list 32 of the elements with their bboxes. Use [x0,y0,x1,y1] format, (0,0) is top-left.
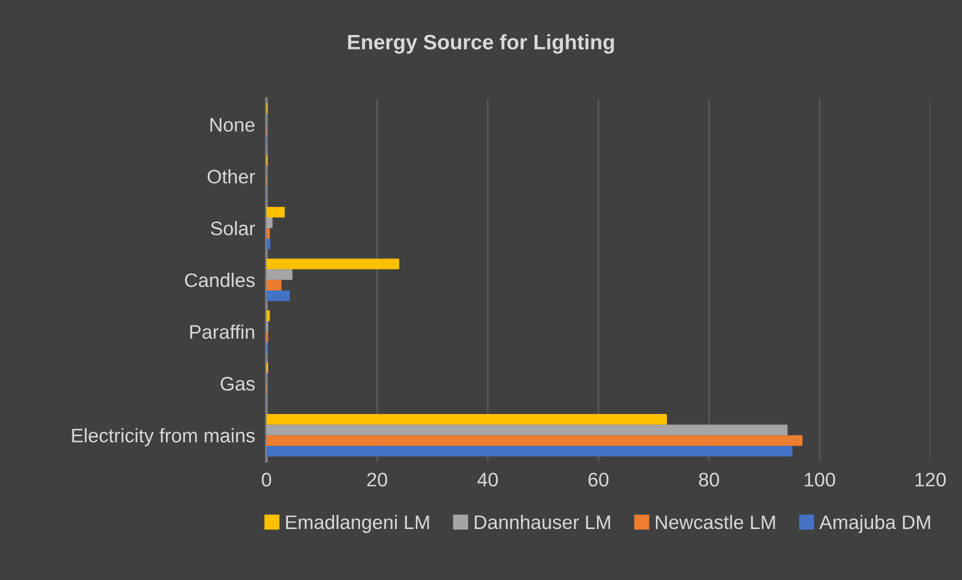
legend-label: Amajuba DM [819,514,930,533]
bar [266,217,273,228]
y-tick-label: Solar [210,221,256,236]
x-tick-label: 100 [804,472,836,486]
legend-label: Dannhauser LM [474,514,610,530]
bar [266,310,270,322]
x-tick-label: 120 [916,472,946,486]
y-tick-label: Other [208,169,256,184]
bar [266,258,400,270]
y-tick-label: Candles [185,272,255,288]
x-tick-label: 60 [588,472,608,486]
bar [266,228,270,239]
chart-title: Energy Source for Lighting [348,34,614,54]
bar [266,269,292,280]
bar [266,446,793,456]
bar [266,206,285,218]
legend-label: Emadlangeni LM [286,514,429,533]
y-tick-label: Gas [220,376,255,391]
x-tick-label: 20 [367,472,388,486]
y-tick-label: None [210,118,254,132]
bar [266,414,667,425]
x-tick-label: 40 [477,472,498,486]
x-tick-label: 0 [262,472,272,486]
y-tick-label: Electricity from mains [72,428,255,446]
y-tick-label: Paraffin [190,324,254,339]
legend-label: Newcastle LM [656,514,775,530]
x-tick-label: 80 [699,472,720,486]
bar [266,290,290,302]
bar [266,238,270,250]
bar [266,435,802,446]
bar [266,424,788,436]
bar [266,280,282,290]
